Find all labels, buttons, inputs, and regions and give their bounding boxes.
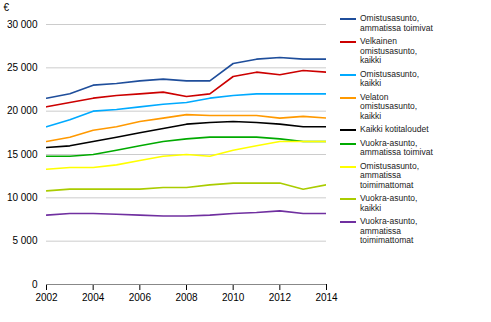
html-text:Vuokra-asunto, kaikki: Vuokra-asunto, kaikki <box>360 193 418 213</box>
svg-text:2008: 2008 <box>175 292 198 303</box>
svg-text:2004: 2004 <box>82 292 105 303</box>
svg-text:2014: 2014 <box>315 292 338 303</box>
html-text:Omistusasunto, ammatissa toimi: Omistusasunto, ammatissa toimimattomat <box>360 160 420 190</box>
html-text:Vuokra-asunto, ammatissa toimi: Vuokra-asunto, ammatissa toimivat <box>360 137 433 158</box>
svg-text:20 000: 20 000 <box>7 105 38 116</box>
html-text:Omistusasunto, kaikki: Omistusasunto, kaikki <box>360 68 420 89</box>
svg-text:25 000: 25 000 <box>7 62 38 73</box>
svg-text:30 000: 30 000 <box>7 19 38 30</box>
svg-text:15 000: 15 000 <box>7 149 38 160</box>
html-text:Vuokra-asunto, ammatissa toimi: Vuokra-asunto, ammatissa toimimattomat <box>360 216 418 246</box>
svg-text:€: € <box>4 2 10 13</box>
svg-text:0: 0 <box>32 279 38 290</box>
html-text:Omistusasunto, ammatissa toimi: Omistusasunto, ammatissa toimivat <box>360 13 433 33</box>
svg-text:2006: 2006 <box>129 292 152 303</box>
svg-text:2002: 2002 <box>35 292 58 303</box>
html-text:Kaikki kotitaloudet: Kaikki kotitaloudet <box>360 124 429 135</box>
html-text:Velkainen omistusasunto, kaikk: Velkainen omistusasunto, kaikki <box>360 36 418 66</box>
svg-text:5 000: 5 000 <box>12 235 37 246</box>
svg-text:10 000: 10 000 <box>7 192 38 203</box>
html-text:Velaton omistusasunto, kaikki: Velaton omistusasunto, kaikki <box>360 91 418 121</box>
svg-text:2010: 2010 <box>222 292 245 303</box>
svg-text:2012: 2012 <box>269 292 292 303</box>
